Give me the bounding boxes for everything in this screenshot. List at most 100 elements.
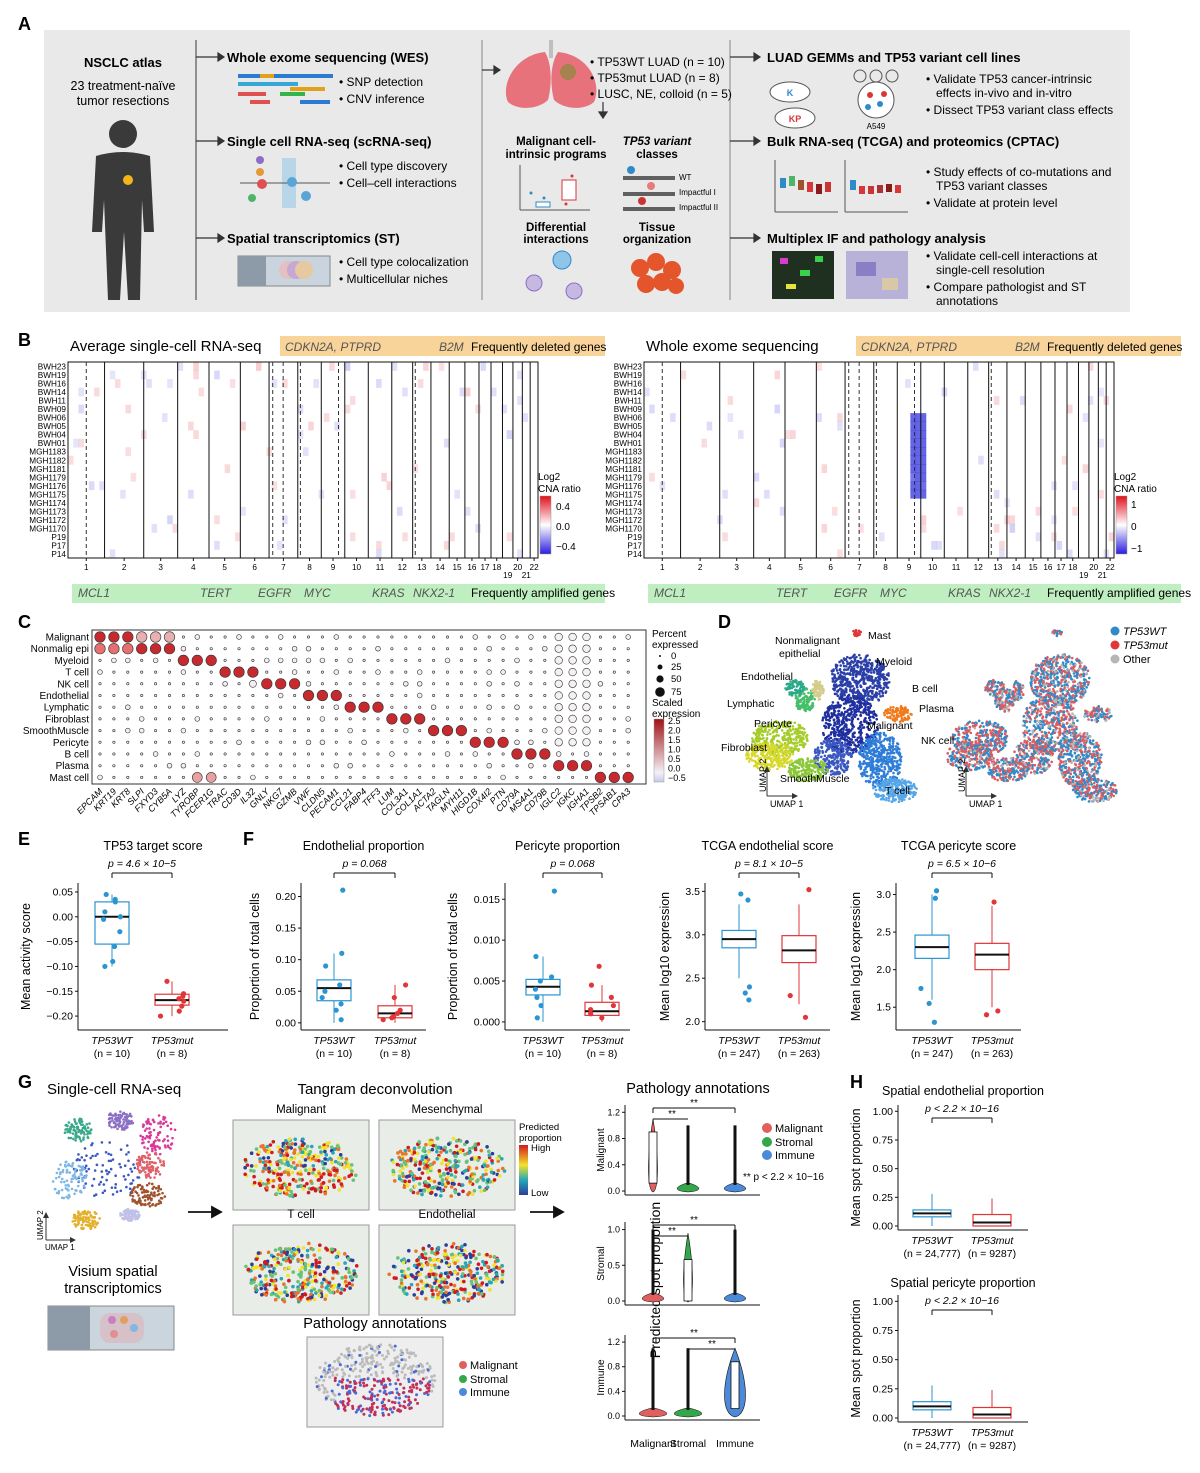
dotplot-dot xyxy=(223,705,227,709)
dotplot-dot xyxy=(265,647,269,651)
dotplot-dot xyxy=(347,657,353,664)
y-tick-label: −0.10 xyxy=(46,961,73,973)
dotplot-dot xyxy=(279,670,283,674)
y-tick-label: 2.5 xyxy=(685,973,700,985)
dotplot-dot xyxy=(293,635,297,639)
dotplot-dot xyxy=(622,771,634,784)
dotplot-dot xyxy=(122,631,134,643)
dotplot-dot xyxy=(347,727,353,734)
dotplot-dot xyxy=(501,693,505,697)
dotplot-dot xyxy=(376,693,380,697)
pred-legend-title1: Predicted xyxy=(519,1122,559,1133)
dotplot-dot xyxy=(486,704,492,710)
dotplot-dot xyxy=(264,716,270,722)
dotplot-dot xyxy=(320,647,324,651)
chrom-label: 20 xyxy=(513,563,523,572)
dotplot-dot xyxy=(626,647,630,651)
violin-row: 1.0 0.5 0.0 Stromal ** ** xyxy=(596,1215,760,1306)
boxplot-title: Endothelial proportion xyxy=(303,839,425,853)
st-title: Spatial transcriptomics (ST) xyxy=(227,231,400,246)
dotplot-dot xyxy=(209,682,213,686)
x-group-n: (n = 10) xyxy=(525,1048,561,1060)
dotplot-row-label: Malignant xyxy=(46,633,90,644)
dotplot-row-label: T cell xyxy=(65,668,89,679)
dotplot-dot xyxy=(473,670,477,674)
box xyxy=(94,901,130,945)
dotplot-dot xyxy=(432,775,436,779)
dotplot-dot xyxy=(375,669,381,675)
tumor-dot-icon xyxy=(123,175,133,185)
sample-label: P14 xyxy=(627,550,642,559)
mif-image-icon xyxy=(772,251,908,299)
pred-high: High xyxy=(531,1143,551,1154)
chrom-label: 4 xyxy=(767,563,772,572)
dotplot-dot xyxy=(473,729,477,733)
class-wt: WT xyxy=(679,173,692,182)
dotplot-dot xyxy=(445,635,449,639)
dotplot-dot xyxy=(180,762,187,769)
data-point xyxy=(746,984,753,990)
tissue-org-line1: Tissue xyxy=(639,222,675,234)
dotplot-dot xyxy=(192,772,203,783)
dotplot-dot xyxy=(568,738,577,747)
sample-label: MGH1176 xyxy=(29,482,66,491)
dotplot-dot xyxy=(163,643,176,655)
data-point xyxy=(551,888,557,894)
dotplot-dot xyxy=(390,705,394,709)
dotplot-dot xyxy=(554,714,563,724)
sample-label: MGH1181 xyxy=(29,465,66,474)
color-legend-title1: Scaled xyxy=(652,698,683,709)
violin-y-tick: 0.8 xyxy=(607,1134,620,1144)
dotplot-dot xyxy=(237,682,241,686)
dotplot-dot xyxy=(515,775,519,779)
dotplot-dot xyxy=(432,658,436,662)
dotplot-dot xyxy=(112,693,116,697)
dotplot-dot xyxy=(247,666,259,678)
sample-label: BWH01 xyxy=(38,439,67,448)
dotplot-dot xyxy=(362,775,366,779)
left-del-genes2: B2M xyxy=(439,340,464,354)
dotplot-dot xyxy=(612,693,616,697)
dotplot-dot xyxy=(320,752,324,756)
dotplot-dot xyxy=(125,657,131,664)
dotplot-dot xyxy=(362,647,366,651)
x-group-label: TP53WT xyxy=(911,1035,954,1047)
dotplot-dot xyxy=(362,682,366,686)
dotplot-dot xyxy=(237,775,241,779)
dotplot-dot xyxy=(140,740,144,744)
dotplot-dot xyxy=(515,764,519,768)
dotplot-dot xyxy=(487,775,491,779)
boxplot-pvalue: p = 0.068 xyxy=(341,858,386,870)
dotplot-dot xyxy=(500,669,506,675)
umap-right-axes xyxy=(963,766,997,799)
dotplot-dot xyxy=(279,775,283,779)
dotplot-dot xyxy=(473,775,477,779)
dotplot-dot xyxy=(543,717,547,721)
boxplot-pvalue: p < 2.2 × 10−16 xyxy=(924,1103,999,1115)
dotplot-dot xyxy=(582,644,591,653)
left-deleted-band xyxy=(280,336,605,356)
dotplot-dot xyxy=(501,647,505,651)
dotplot-dot xyxy=(390,682,394,686)
dotplot-dot xyxy=(251,658,255,662)
dotplot-dot xyxy=(428,724,440,737)
legend-mut-swatch xyxy=(1110,640,1120,650)
dotplot-dot xyxy=(333,762,339,769)
panel-g-letter: G xyxy=(18,1072,32,1092)
dotplot-dot xyxy=(126,717,130,721)
chrom-label: 10 xyxy=(352,563,362,572)
sample-label: BWH16 xyxy=(38,380,67,389)
y-tick-label: 0.00 xyxy=(873,1413,894,1425)
dotplot-dot xyxy=(432,647,436,651)
dotplot-dot xyxy=(126,752,130,756)
size-tick-25: 25 xyxy=(671,662,682,673)
scrna-bullet2: • Cell–cell interactions xyxy=(339,176,457,190)
boxplot-pvalue: p = 0.068 xyxy=(549,858,594,870)
dotplot-dot xyxy=(320,682,324,686)
g-umap-axes xyxy=(43,1212,76,1243)
dotplot-row-label: Plasma xyxy=(56,761,90,772)
boxplot-pvalue: p < 2.2 × 10−16 xyxy=(924,1295,999,1307)
dotplot-dot xyxy=(140,705,144,709)
bulk-bullet2: • Validate at protein level xyxy=(926,196,1057,210)
